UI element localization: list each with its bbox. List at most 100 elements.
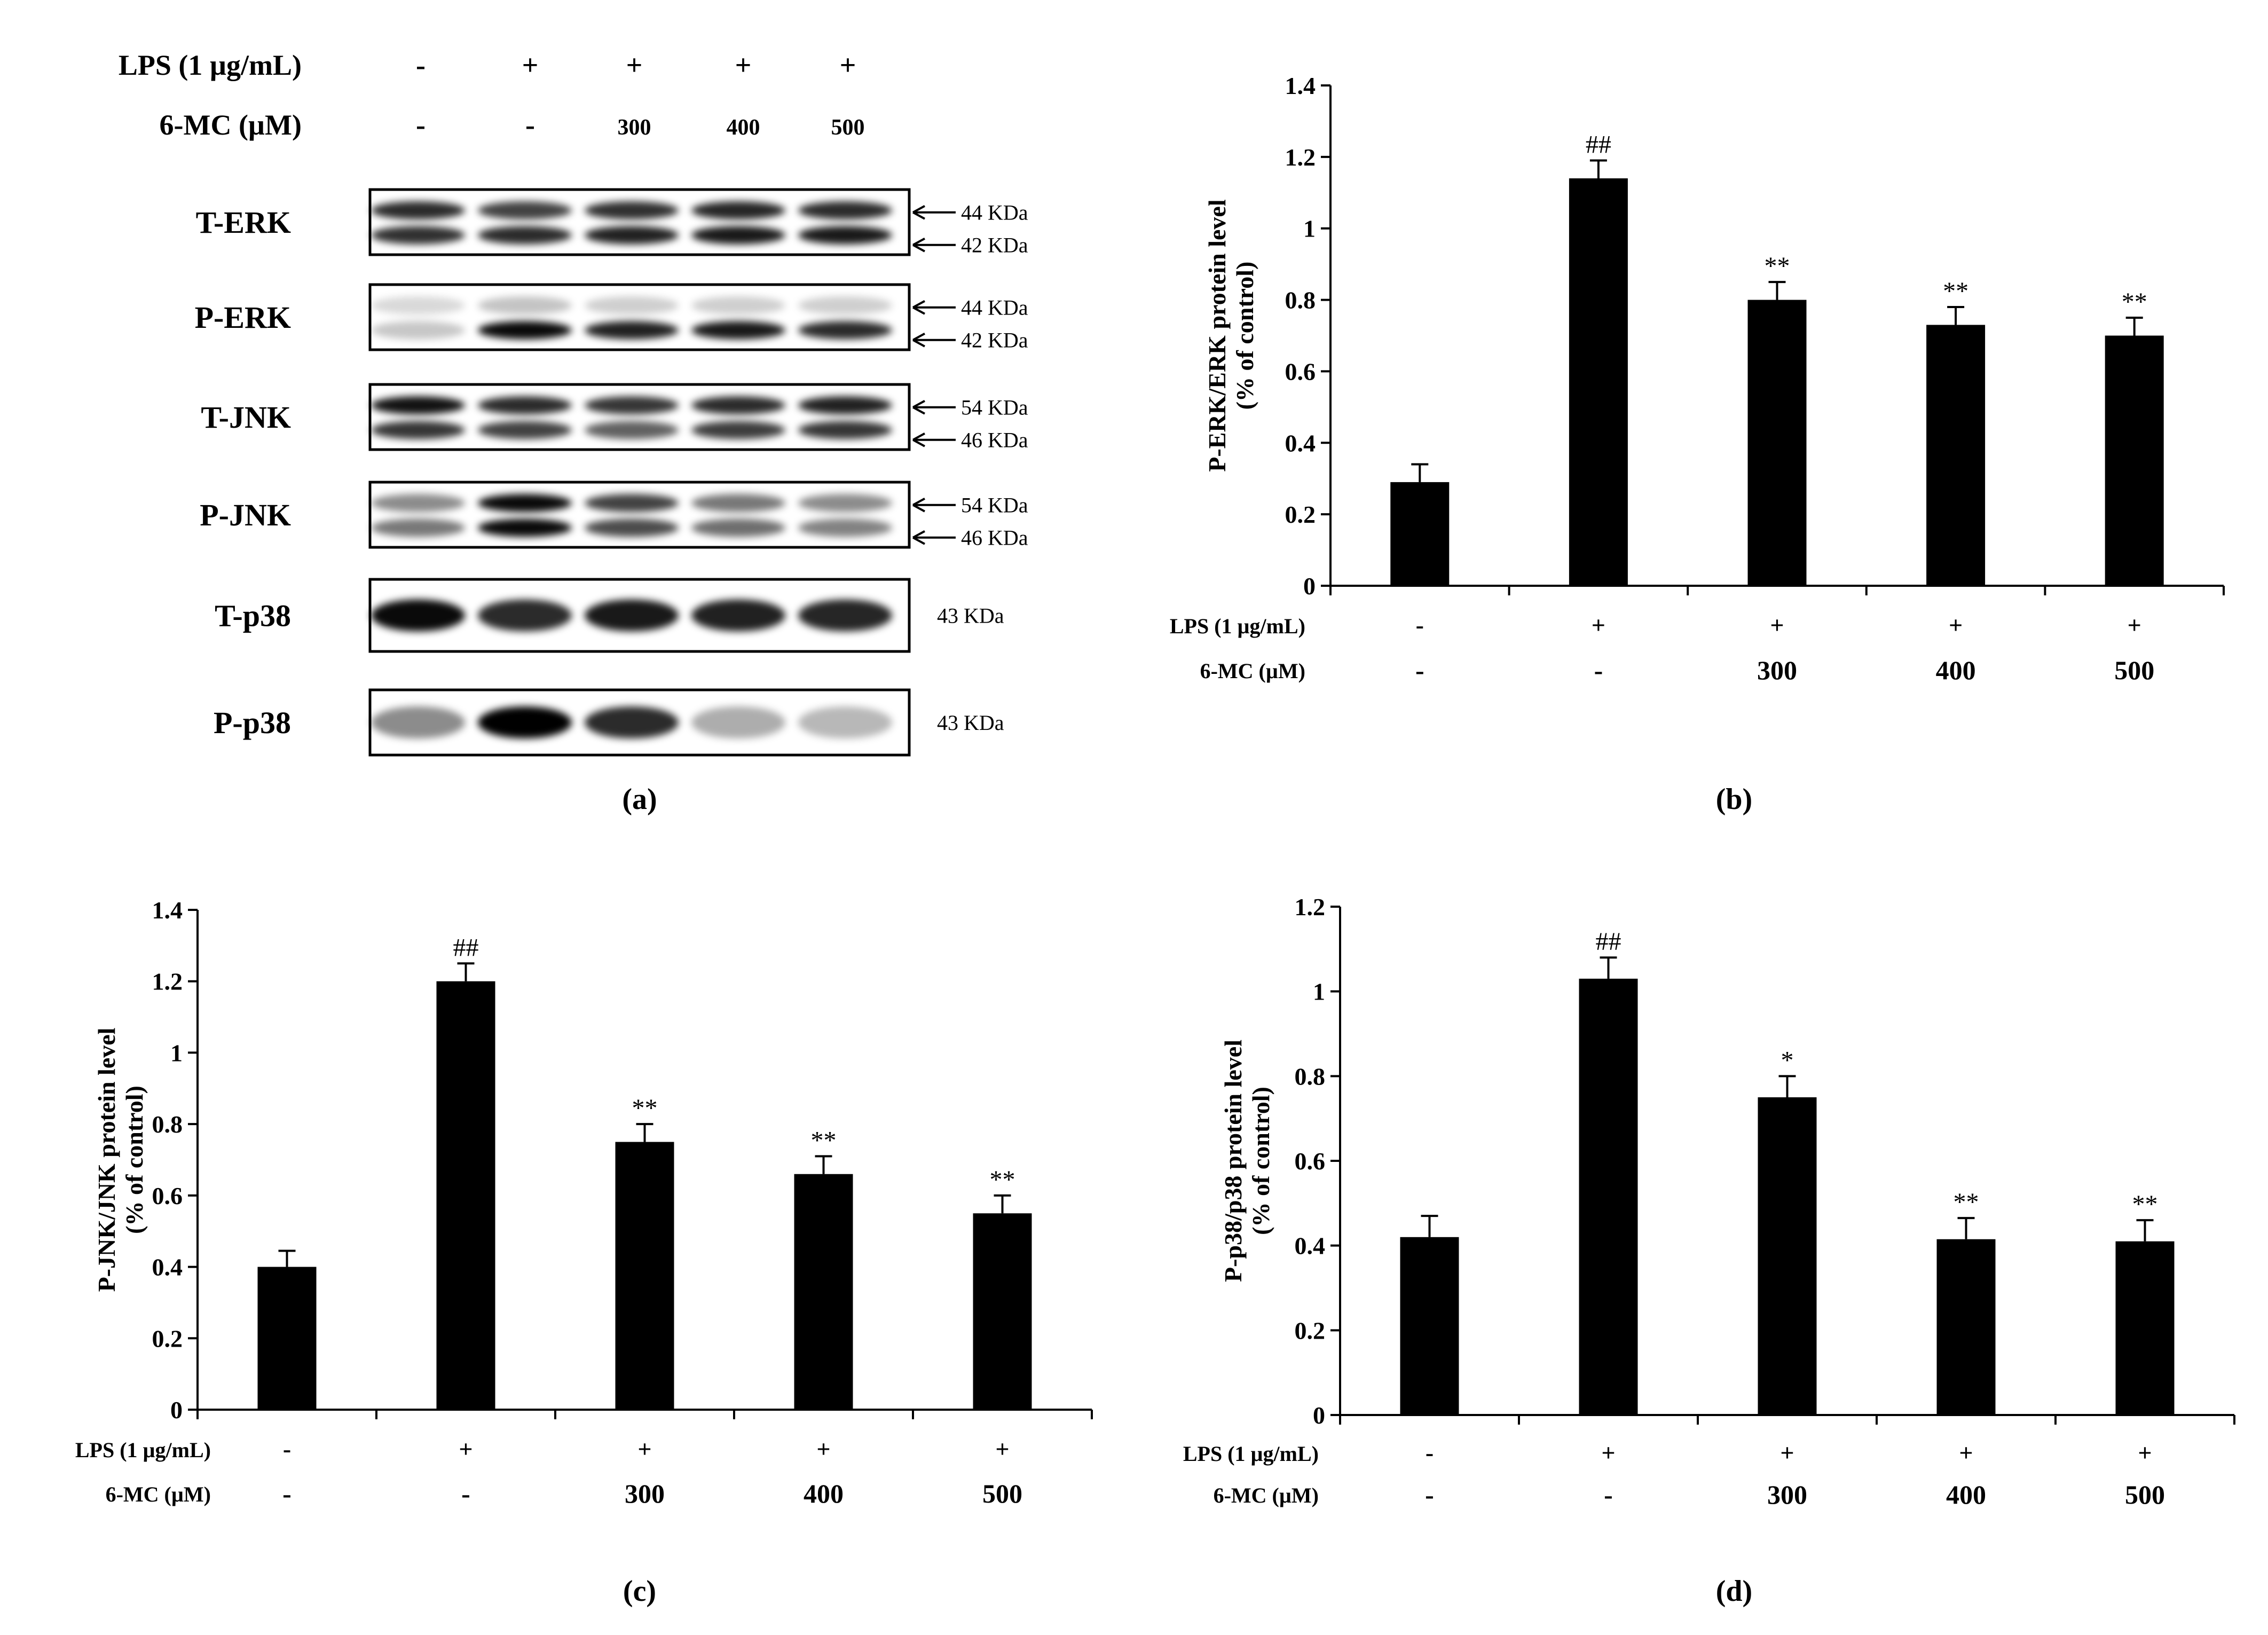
blot-band [585, 321, 679, 340]
y-tick-label: 0.6 [152, 1182, 183, 1209]
bar-chart-pp38: 0 0.2 0.4 0.6 0.8 1 1.2 - - ## + - * +300 ** +400 ** +500… [1183, 893, 2235, 1510]
blot-frame [368, 481, 911, 549]
y-tick-label: 0.6 [1285, 358, 1316, 385]
blot-band [371, 599, 465, 632]
lps-value: + [995, 1435, 1009, 1463]
marker-label: 43 KDa [937, 604, 1004, 628]
lps-value: + [816, 1435, 830, 1463]
significance-label: ** [2122, 288, 2147, 316]
panel-label: (d) [1716, 1575, 1752, 1608]
blot-t-p38: T-p38 43 KDa [215, 578, 1004, 653]
significance-label: ** [1954, 1188, 1979, 1216]
blot-band [691, 518, 785, 537]
y-tick-label: 0.2 [1295, 1317, 1326, 1344]
blot-band [371, 518, 465, 537]
bar [615, 1142, 674, 1410]
lps-value: + [459, 1435, 472, 1463]
blot-t-jnk: T-JNK 54 KDa 46 KDa [201, 383, 1028, 452]
lps-row-label: LPS (1 µg/mL) [1183, 1442, 1319, 1466]
blot-band [371, 226, 465, 245]
blot-header-value: - [416, 49, 426, 81]
mc-value: - [461, 1479, 470, 1508]
blot-header-value: - [525, 109, 535, 141]
y-tick-label: 0 [170, 1396, 183, 1424]
blot-band [478, 518, 572, 537]
marker-label: 54 KDa [961, 493, 1028, 517]
significance-label: ## [1596, 927, 1621, 956]
bar [1400, 1237, 1459, 1415]
blot-band [371, 321, 465, 340]
blot-band [478, 421, 572, 439]
blot-band [371, 396, 465, 415]
blot-band [691, 201, 785, 220]
mc-value: 400 [1936, 655, 1976, 685]
mc-row-label: 6-MC (µM) [106, 1482, 211, 1506]
blot-frame [368, 283, 911, 351]
significance-label: ** [1765, 252, 1790, 280]
blot-header-label: LPS (1 µg/mL) [119, 49, 302, 81]
blot-header-value: - [416, 109, 426, 141]
mc-value: 500 [2114, 655, 2154, 685]
lps-value: + [2138, 1439, 2152, 1466]
blot-t-erk: T-ERK 44 KDa 42 KDa [196, 188, 1028, 257]
blot-band [691, 599, 785, 632]
y-tick-label: 0.8 [1295, 1063, 1326, 1090]
bar [436, 981, 495, 1410]
y-axis-title-line: (% of control) [1247, 1087, 1274, 1235]
y-axis-title-line: (% of control) [121, 1086, 148, 1234]
bar [1936, 1239, 1996, 1415]
blot-band [691, 706, 785, 738]
blot-band [478, 599, 572, 632]
blot-background [370, 285, 909, 350]
significance-label: ** [1943, 277, 1968, 305]
bar [1390, 482, 1450, 586]
y-axis-title: P-JNK/JNK protein level (% of control) [93, 1028, 148, 1292]
significance-label: ** [2132, 1190, 2158, 1219]
blot-band [585, 296, 679, 315]
blot-band [798, 296, 892, 315]
blot-frame [368, 578, 911, 653]
blot-band [371, 494, 465, 513]
mc-value: - [1594, 655, 1603, 685]
blot-header-value: 400 [727, 115, 760, 140]
y-tick-label: 0.4 [1295, 1232, 1326, 1260]
blot-header-value: + [522, 49, 539, 81]
blot-band [371, 201, 465, 220]
blot-band [798, 599, 892, 632]
y-axis-title-line: P-ERK/ERK protein level [1203, 199, 1231, 471]
blot-band [691, 226, 785, 245]
blot-row-label: T-ERK [196, 205, 291, 240]
blot-background [370, 190, 909, 255]
blot-band [478, 321, 572, 340]
blot-p-p38: P-p38 43 KDa [214, 688, 1004, 757]
bar [973, 1213, 1032, 1410]
marker-arrow-head [912, 497, 925, 513]
blot-p-jnk: P-JNK 54 KDa 46 KDa [200, 481, 1028, 550]
bar [1569, 178, 1628, 586]
mc-value: - [1415, 655, 1424, 685]
y-tick-label: 0.2 [1285, 501, 1316, 528]
bar [1758, 1097, 1817, 1415]
bar [794, 1174, 853, 1410]
blot-band [798, 706, 892, 738]
mc-value: 300 [1757, 655, 1797, 685]
blot-band [585, 226, 679, 245]
bar-chart-pjnk: 0 0.2 0.4 0.6 0.8 1 1.2 1.4 - - ## + - ** +300 ** +400 **… [75, 897, 1093, 1508]
blot-band [691, 494, 785, 513]
lps-value: + [1959, 1439, 1973, 1466]
marker-label: 44 KDa [961, 296, 1028, 320]
marker-arrow-head [912, 205, 925, 220]
blot-band [691, 321, 785, 340]
marker-label: 46 KDa [961, 428, 1028, 452]
marker-arrow-head [912, 399, 925, 415]
y-axis-title-line: P-JNK/JNK protein level [93, 1028, 120, 1292]
blot-band [691, 421, 785, 439]
mc-value: 500 [982, 1479, 1022, 1508]
marker-label: 42 KDa [961, 233, 1028, 257]
lps-value: + [1780, 1439, 1794, 1466]
lps-row-label: LPS (1 µg/mL) [1170, 614, 1305, 638]
blot-band [478, 494, 572, 513]
y-tick-label: 0.8 [152, 1111, 183, 1138]
y-axis-title: P-p38/p38 protein level (% of control) [1219, 1040, 1274, 1282]
